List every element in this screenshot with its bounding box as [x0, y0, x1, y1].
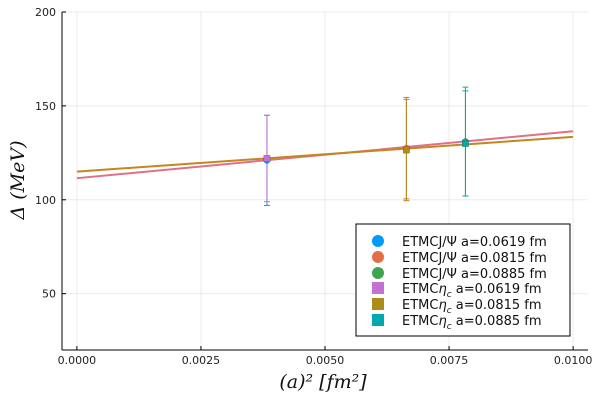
legend-entry-prefix: ETMC	[402, 314, 438, 329]
legend-entry: ETMCJ/Ψ a=0.0815 fm	[402, 251, 547, 266]
legend-marker	[372, 235, 384, 247]
legend-entry: ETMCηc a=0.0619 fm	[402, 282, 542, 300]
legend-marker	[372, 298, 384, 310]
legend-entry: ETMCηc a=0.0815 fm	[402, 298, 542, 316]
legend-entry: ETMCJ/Ψ a=0.0619 fm	[402, 235, 547, 250]
legend-entry: ETMCηc a=0.0885 fm	[402, 314, 542, 332]
y-tick-label: 150	[35, 100, 56, 113]
y-axis-label: Δ (MeV)	[7, 140, 29, 220]
fit-line	[76, 135, 574, 173]
legend-entry-subscript: c	[447, 322, 452, 332]
legend-entry-text: a=0.0619 fm	[452, 282, 542, 297]
legend-marker	[372, 267, 384, 279]
legend-marker	[372, 314, 384, 326]
x-tick-label: 0.0000	[58, 354, 97, 367]
legend-entry-subscript: c	[447, 290, 452, 300]
legend-entry-prefix: ETMC	[402, 251, 438, 266]
data-point	[402, 146, 410, 154]
legend-entry-prefix: ETMC	[402, 282, 438, 297]
data-point	[461, 139, 469, 147]
x-axis-title: (a)² [fm²]	[279, 371, 367, 393]
legend-entry-text: a=0.0885 fm	[452, 314, 542, 329]
legend-entry-prefix: ETMC	[402, 235, 438, 250]
legend-entry-text: J/Ψ a=0.0619 fm	[437, 235, 546, 250]
legend-marker	[372, 251, 384, 263]
axes: 0.0000 0.0025 0.0050 0.0075 0.0100 50 100 150 20…	[35, 6, 592, 367]
data-points	[263, 86, 469, 206]
legend-entry-text: a=0.0815 fm	[452, 298, 542, 313]
data-point	[263, 155, 271, 162]
legend-box	[355, 223, 571, 337]
y-axis-title: Δ (MeV)	[7, 140, 29, 220]
legend-entry-eta: η	[438, 298, 446, 313]
x-tick-label: 0.0100	[554, 354, 593, 367]
y-tick-label: 200	[35, 6, 56, 19]
legend-entry-eta: η	[438, 314, 446, 329]
x-tick-label: 0.0050	[306, 354, 345, 367]
legend-marker	[372, 282, 384, 294]
legend-entry: ETMCJ/Ψ a=0.0885 fm	[402, 267, 547, 282]
legend-entry-text: J/Ψ a=0.0885 fm	[437, 267, 546, 282]
legend-entry-eta: η	[438, 282, 446, 297]
x-tick-label: 0.0025	[182, 354, 221, 367]
legend-entry-prefix: ETMC	[402, 298, 438, 313]
y-tick-label: 50	[42, 288, 56, 301]
y-tick-label: 100	[35, 194, 56, 207]
legend-entry-text: J/Ψ a=0.0815 fm	[437, 251, 546, 266]
legend-entry-prefix: ETMC	[402, 267, 438, 282]
grid	[62, 11, 588, 350]
legend-entry-subscript: c	[447, 306, 452, 316]
x-axis-label: (a)² [fm²]	[279, 371, 367, 393]
fit-lines	[76, 130, 574, 180]
x-tick-label: 0.0075	[430, 354, 469, 367]
